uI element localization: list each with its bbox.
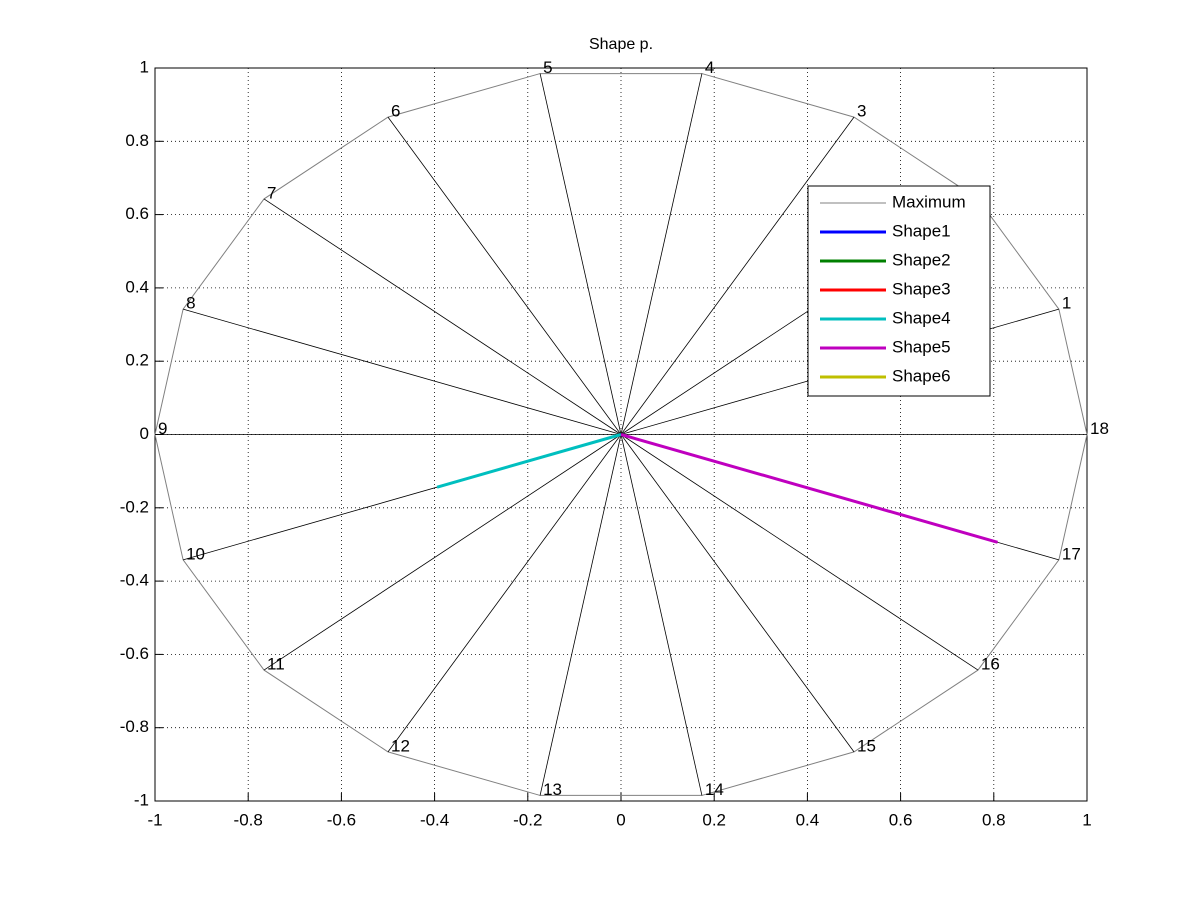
category-label: 6 (391, 102, 400, 121)
y-tick-label: 0.4 (125, 277, 149, 296)
category-label: 14 (705, 780, 724, 799)
spoke (620, 73, 703, 435)
y-tick-label: -1 (134, 790, 149, 809)
y-tick-label: 1 (140, 57, 149, 76)
x-tick-label: 0.4 (796, 810, 820, 829)
category-label: 13 (543, 780, 562, 799)
y-tick-label: 0.8 (125, 131, 149, 150)
spoke (620, 116, 855, 435)
category-label: 12 (391, 736, 410, 755)
spoke (620, 434, 703, 796)
spoke (539, 73, 622, 435)
category-label: 15 (857, 736, 876, 755)
x-tick-label: -0.2 (513, 810, 542, 829)
y-tick-label: -0.4 (120, 571, 149, 590)
category-label: 10 (186, 544, 205, 563)
spoke (263, 198, 622, 435)
category-label: 18 (1090, 419, 1109, 438)
x-tick-label: 0.6 (889, 810, 913, 829)
category-label: 9 (158, 419, 167, 438)
legend-label: Shape5 (892, 337, 951, 356)
category-label: 7 (267, 183, 276, 202)
category-label: 4 (705, 58, 714, 77)
x-tick-label: 0.2 (702, 810, 726, 829)
x-tick-label: -1 (147, 810, 162, 829)
chart-title: Shape p. (589, 36, 653, 53)
spoke (620, 434, 979, 671)
y-tick-label: 0 (140, 424, 149, 443)
y-tick-label: 0.2 (125, 351, 149, 370)
y-tick-label: 0.6 (125, 204, 149, 223)
spoke (620, 434, 855, 753)
shape-outline (620, 433, 999, 544)
y-tick-label: -0.2 (120, 497, 149, 516)
x-tick-label: 0 (616, 810, 625, 829)
legend-label: Maximum (892, 192, 966, 211)
x-tick-label: 1 (1082, 810, 1091, 829)
x-tick-label: -0.8 (234, 810, 263, 829)
legend-label: Shape2 (892, 250, 951, 269)
category-label: 16 (981, 655, 1000, 674)
spoke (263, 434, 622, 671)
x-tick-label: 0.8 (982, 810, 1006, 829)
y-tick-label: -0.8 (120, 717, 149, 736)
y-tick-label: -0.6 (120, 644, 149, 663)
category-label: 3 (857, 102, 866, 121)
legend-label: Shape1 (892, 221, 951, 240)
spoke (387, 116, 622, 435)
x-tick-label: -0.6 (327, 810, 356, 829)
legend-label: Shape4 (892, 308, 951, 327)
spoke (539, 434, 622, 796)
legend-label: Shape6 (892, 366, 951, 385)
x-tick-label: -0.4 (420, 810, 449, 829)
category-label: 11 (267, 655, 285, 674)
spoke (182, 308, 622, 435)
category-label: 5 (543, 58, 552, 77)
spoke (387, 434, 622, 753)
category-label: 8 (186, 294, 195, 313)
category-label: 17 (1062, 544, 1081, 563)
legend-label: Shape3 (892, 279, 951, 298)
category-label: 1 (1062, 294, 1071, 313)
